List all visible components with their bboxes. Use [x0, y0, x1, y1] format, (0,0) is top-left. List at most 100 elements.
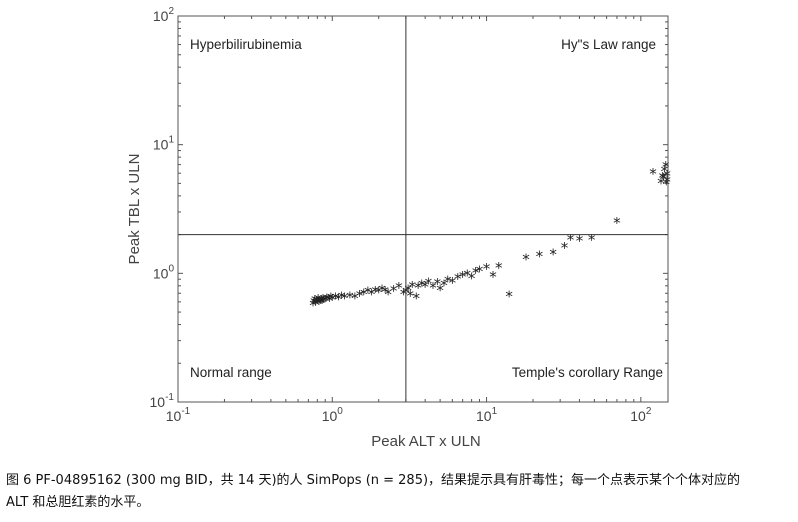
data-point: * — [321, 292, 329, 310]
data-point: * — [576, 232, 584, 250]
data-point: * — [346, 289, 354, 307]
data-point: * — [657, 174, 665, 192]
data-point: * — [400, 285, 408, 303]
data-point: * — [444, 272, 452, 290]
data-point: * — [663, 167, 671, 185]
data-point: * — [464, 266, 472, 284]
data-point: * — [406, 287, 414, 305]
data-point: * — [662, 158, 670, 176]
x-tick-label: 101 — [476, 406, 498, 424]
data-point: * — [434, 275, 442, 293]
data-point: * — [454, 270, 462, 288]
label-hys-law-range: Hy"s Law range — [561, 37, 656, 52]
x-tick-label: 102 — [630, 406, 652, 424]
data-point: * — [418, 276, 426, 294]
data-point: * — [329, 291, 337, 309]
figure-caption: 图 6 PF-04895162 (300 mg BID，共 14 天)的人 Si… — [6, 470, 792, 514]
y-tick-label: 102 — [153, 6, 175, 24]
plot-frame — [177, 15, 669, 403]
data-point: * — [364, 284, 372, 302]
data-point: * — [436, 281, 444, 299]
data-point: * — [663, 173, 671, 191]
data-point: * — [313, 293, 321, 311]
data-point: * — [390, 282, 398, 300]
data-point: * — [660, 170, 668, 188]
data-point: * — [318, 292, 326, 310]
data-point: * — [378, 281, 386, 299]
data-point: * — [404, 281, 412, 299]
caption-line-2: ALT 和总胆红素的水平。 — [6, 495, 150, 510]
data-point: * — [459, 268, 467, 286]
label-normal-range: Normal range — [190, 365, 272, 380]
data-point: * — [335, 290, 343, 308]
data-point: * — [429, 279, 437, 297]
y-tick-label: 10-1 — [150, 392, 175, 410]
data-point: * — [425, 274, 433, 292]
x-axis-label: Peak ALT x ULN — [371, 433, 481, 450]
data-point: * — [332, 289, 340, 307]
data-point: * — [310, 294, 318, 312]
data-point: * — [483, 260, 491, 278]
data-point: * — [476, 263, 484, 281]
data-point: * — [338, 289, 346, 307]
data-point: * — [468, 269, 476, 287]
data-point: * — [522, 251, 530, 269]
data-point: * — [372, 283, 380, 301]
data-point: * — [409, 278, 417, 296]
data-point: * — [309, 297, 317, 315]
label-hyperbilirubinemia: Hyperbilirubinemia — [190, 37, 302, 52]
data-point: * — [549, 246, 557, 264]
data-point: * — [561, 239, 569, 257]
data-point: * — [649, 165, 657, 183]
data-point: * — [316, 293, 324, 311]
data-point: * — [661, 162, 669, 180]
data-point: * — [384, 285, 392, 303]
data-point: * — [662, 175, 670, 193]
data-point: * — [323, 290, 331, 308]
data-point: * — [312, 296, 320, 314]
data-point: * — [324, 291, 332, 309]
x-tick-label: 10-1 — [166, 406, 191, 424]
data-point: * — [395, 279, 403, 297]
data-point: * — [381, 283, 389, 301]
data-point: * — [317, 294, 325, 312]
data-point: * — [356, 287, 364, 305]
y-tick-label: 100 — [153, 263, 175, 281]
data-point: * — [315, 295, 323, 313]
data-point: * — [351, 289, 359, 307]
data-point: * — [567, 231, 575, 249]
data-point: * — [472, 264, 480, 282]
data-point: * — [341, 289, 349, 307]
x-tick-label: 100 — [322, 406, 344, 424]
data-point: * — [659, 169, 667, 187]
data-point: * — [613, 214, 621, 232]
data-point: * — [314, 294, 322, 312]
data-point: * — [536, 247, 544, 265]
data-point: * — [588, 231, 596, 249]
y-axis-label: Peak TBL x ULN — [126, 154, 143, 265]
data-point: * — [368, 285, 376, 303]
data-point: * — [311, 292, 319, 310]
data-point: * — [320, 293, 328, 311]
data-point: * — [318, 294, 326, 312]
x-axis-ticks: 10-1 100 101 102 — [166, 16, 652, 424]
data-point: * — [327, 289, 335, 307]
data-point: * — [489, 268, 497, 286]
data-point: * — [319, 291, 327, 309]
y-tick-label: 101 — [153, 135, 175, 153]
data-point: * — [495, 259, 503, 277]
data-points: ****************************************… — [309, 158, 671, 315]
data-point: * — [505, 288, 513, 306]
caption-line-1: 图 6 PF-04895162 (300 mg BID，共 14 天)的人 Si… — [6, 473, 741, 488]
label-temples-corollary-range: Temple's corollary Range — [512, 365, 663, 380]
data-point: * — [449, 274, 457, 292]
data-point: * — [360, 285, 368, 303]
data-point: * — [414, 279, 422, 297]
data-point: * — [412, 289, 420, 307]
data-point: * — [375, 284, 383, 302]
data-point: * — [440, 276, 448, 294]
data-point: * — [314, 291, 322, 309]
data-point: * — [421, 278, 429, 296]
data-point: * — [326, 292, 334, 310]
